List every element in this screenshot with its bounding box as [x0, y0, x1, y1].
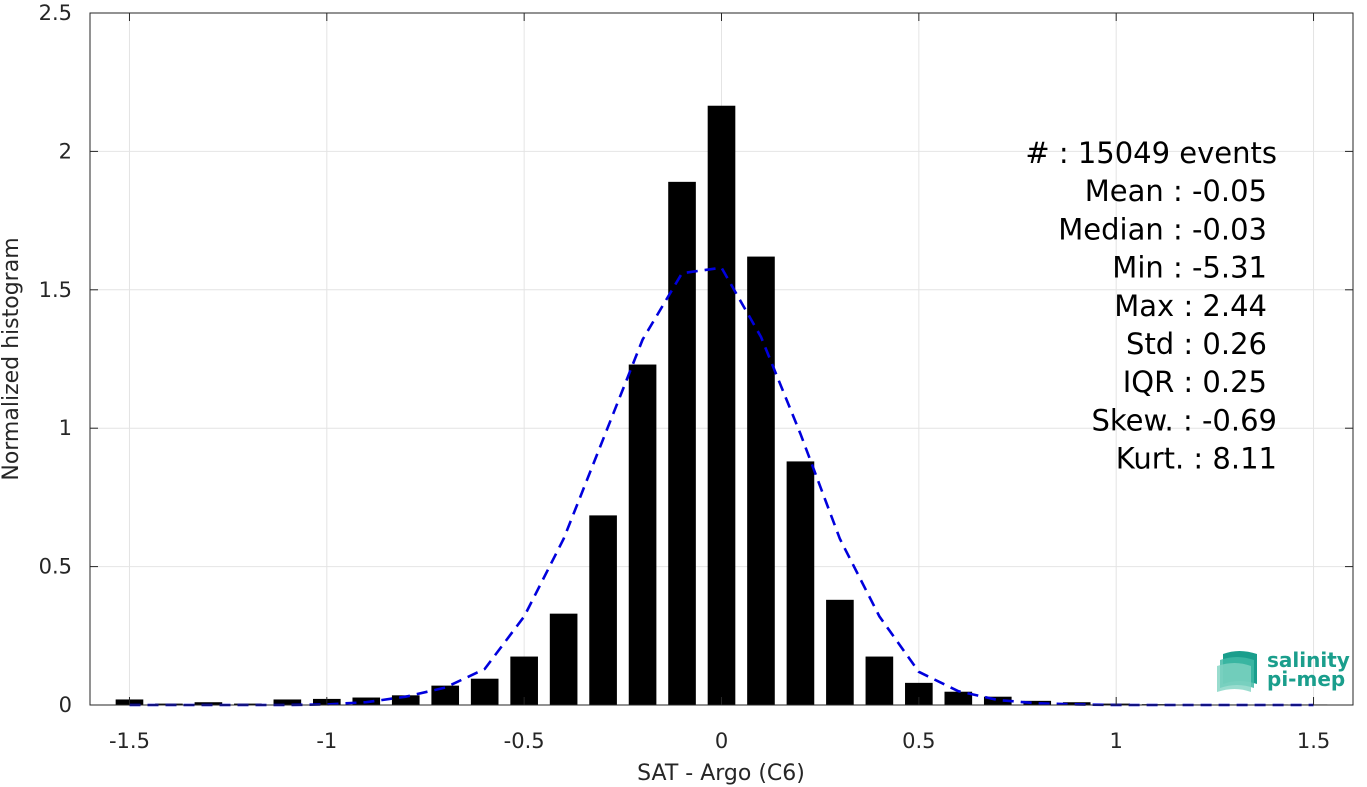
histogram-bar: [668, 181, 696, 705]
histogram-bar: [786, 461, 815, 705]
histogram-bar: [1023, 700, 1052, 705]
stat-line: Max : 2.44: [1114, 289, 1267, 323]
logo-waves-icon: [1217, 651, 1257, 692]
histogram-bar: [944, 691, 973, 705]
histogram-bar: [549, 613, 578, 705]
x-tick-label: 1: [1110, 729, 1123, 753]
y-tick-label: 2.5: [39, 1, 72, 25]
y-axis-label: Normalized histogram: [0, 237, 24, 480]
histogram-bar: [194, 702, 223, 705]
stat-line: Median : -0.03: [1058, 212, 1267, 246]
histogram-bar: [747, 256, 775, 705]
x-tick-label: 0: [715, 729, 728, 753]
histogram-bar: [470, 678, 499, 705]
histogram-bar: [707, 105, 736, 705]
histogram-bar: [273, 699, 302, 705]
logo-line-1: salinity: [1267, 648, 1350, 672]
x-axis-label: SAT - Argo (C6): [637, 761, 805, 786]
histogram-bar: [983, 696, 1012, 705]
histogram-bar: [391, 695, 420, 705]
y-axis-ticks: 0 0.5 1 1.5 2 2.5: [39, 1, 1353, 717]
x-tick-label: -1.5: [109, 729, 150, 753]
x-tick-label: -0.5: [504, 729, 545, 753]
stat-line: IQR : 0.25: [1123, 365, 1267, 399]
stat-line: Min : -5.31: [1112, 251, 1267, 285]
stat-line: Skew. : -0.69: [1091, 403, 1277, 437]
x-tick-label: 0.5: [902, 729, 935, 753]
statistics-box: # : 15049 events Mean : -0.05 Median : -0.…: [1025, 136, 1277, 476]
stat-line: Kurt. : 8.11: [1116, 442, 1277, 476]
histogram-bar: [628, 364, 657, 705]
histogram-bar: [905, 682, 933, 705]
histogram-bar: [510, 656, 538, 705]
x-axis-ticks: -1.5 -1 -0.5 0 0.5 1 1.5: [109, 13, 1330, 753]
x-tick-label: 1.5: [1297, 729, 1330, 753]
histogram-bars: [115, 105, 1328, 705]
y-tick-label: 2: [59, 139, 72, 163]
stat-line: Std : 0.26: [1126, 327, 1267, 361]
histogram-bar: [589, 515, 617, 705]
salinity-pi-mep-logo: salinity pi-mep: [1217, 648, 1350, 692]
y-tick-label: 1: [59, 416, 72, 440]
y-tick-label: 1.5: [39, 278, 72, 302]
x-tick-label: -1: [316, 729, 337, 753]
y-tick-label: 0.5: [39, 555, 72, 579]
stat-line: Mean : -0.05: [1085, 174, 1267, 208]
histogram-bar: [826, 599, 854, 705]
y-tick-label: 0: [59, 693, 72, 717]
stat-line: # : 15049 events: [1025, 136, 1277, 170]
histogram-bar: [865, 656, 894, 705]
logo-line-2: pi-mep: [1267, 667, 1345, 691]
